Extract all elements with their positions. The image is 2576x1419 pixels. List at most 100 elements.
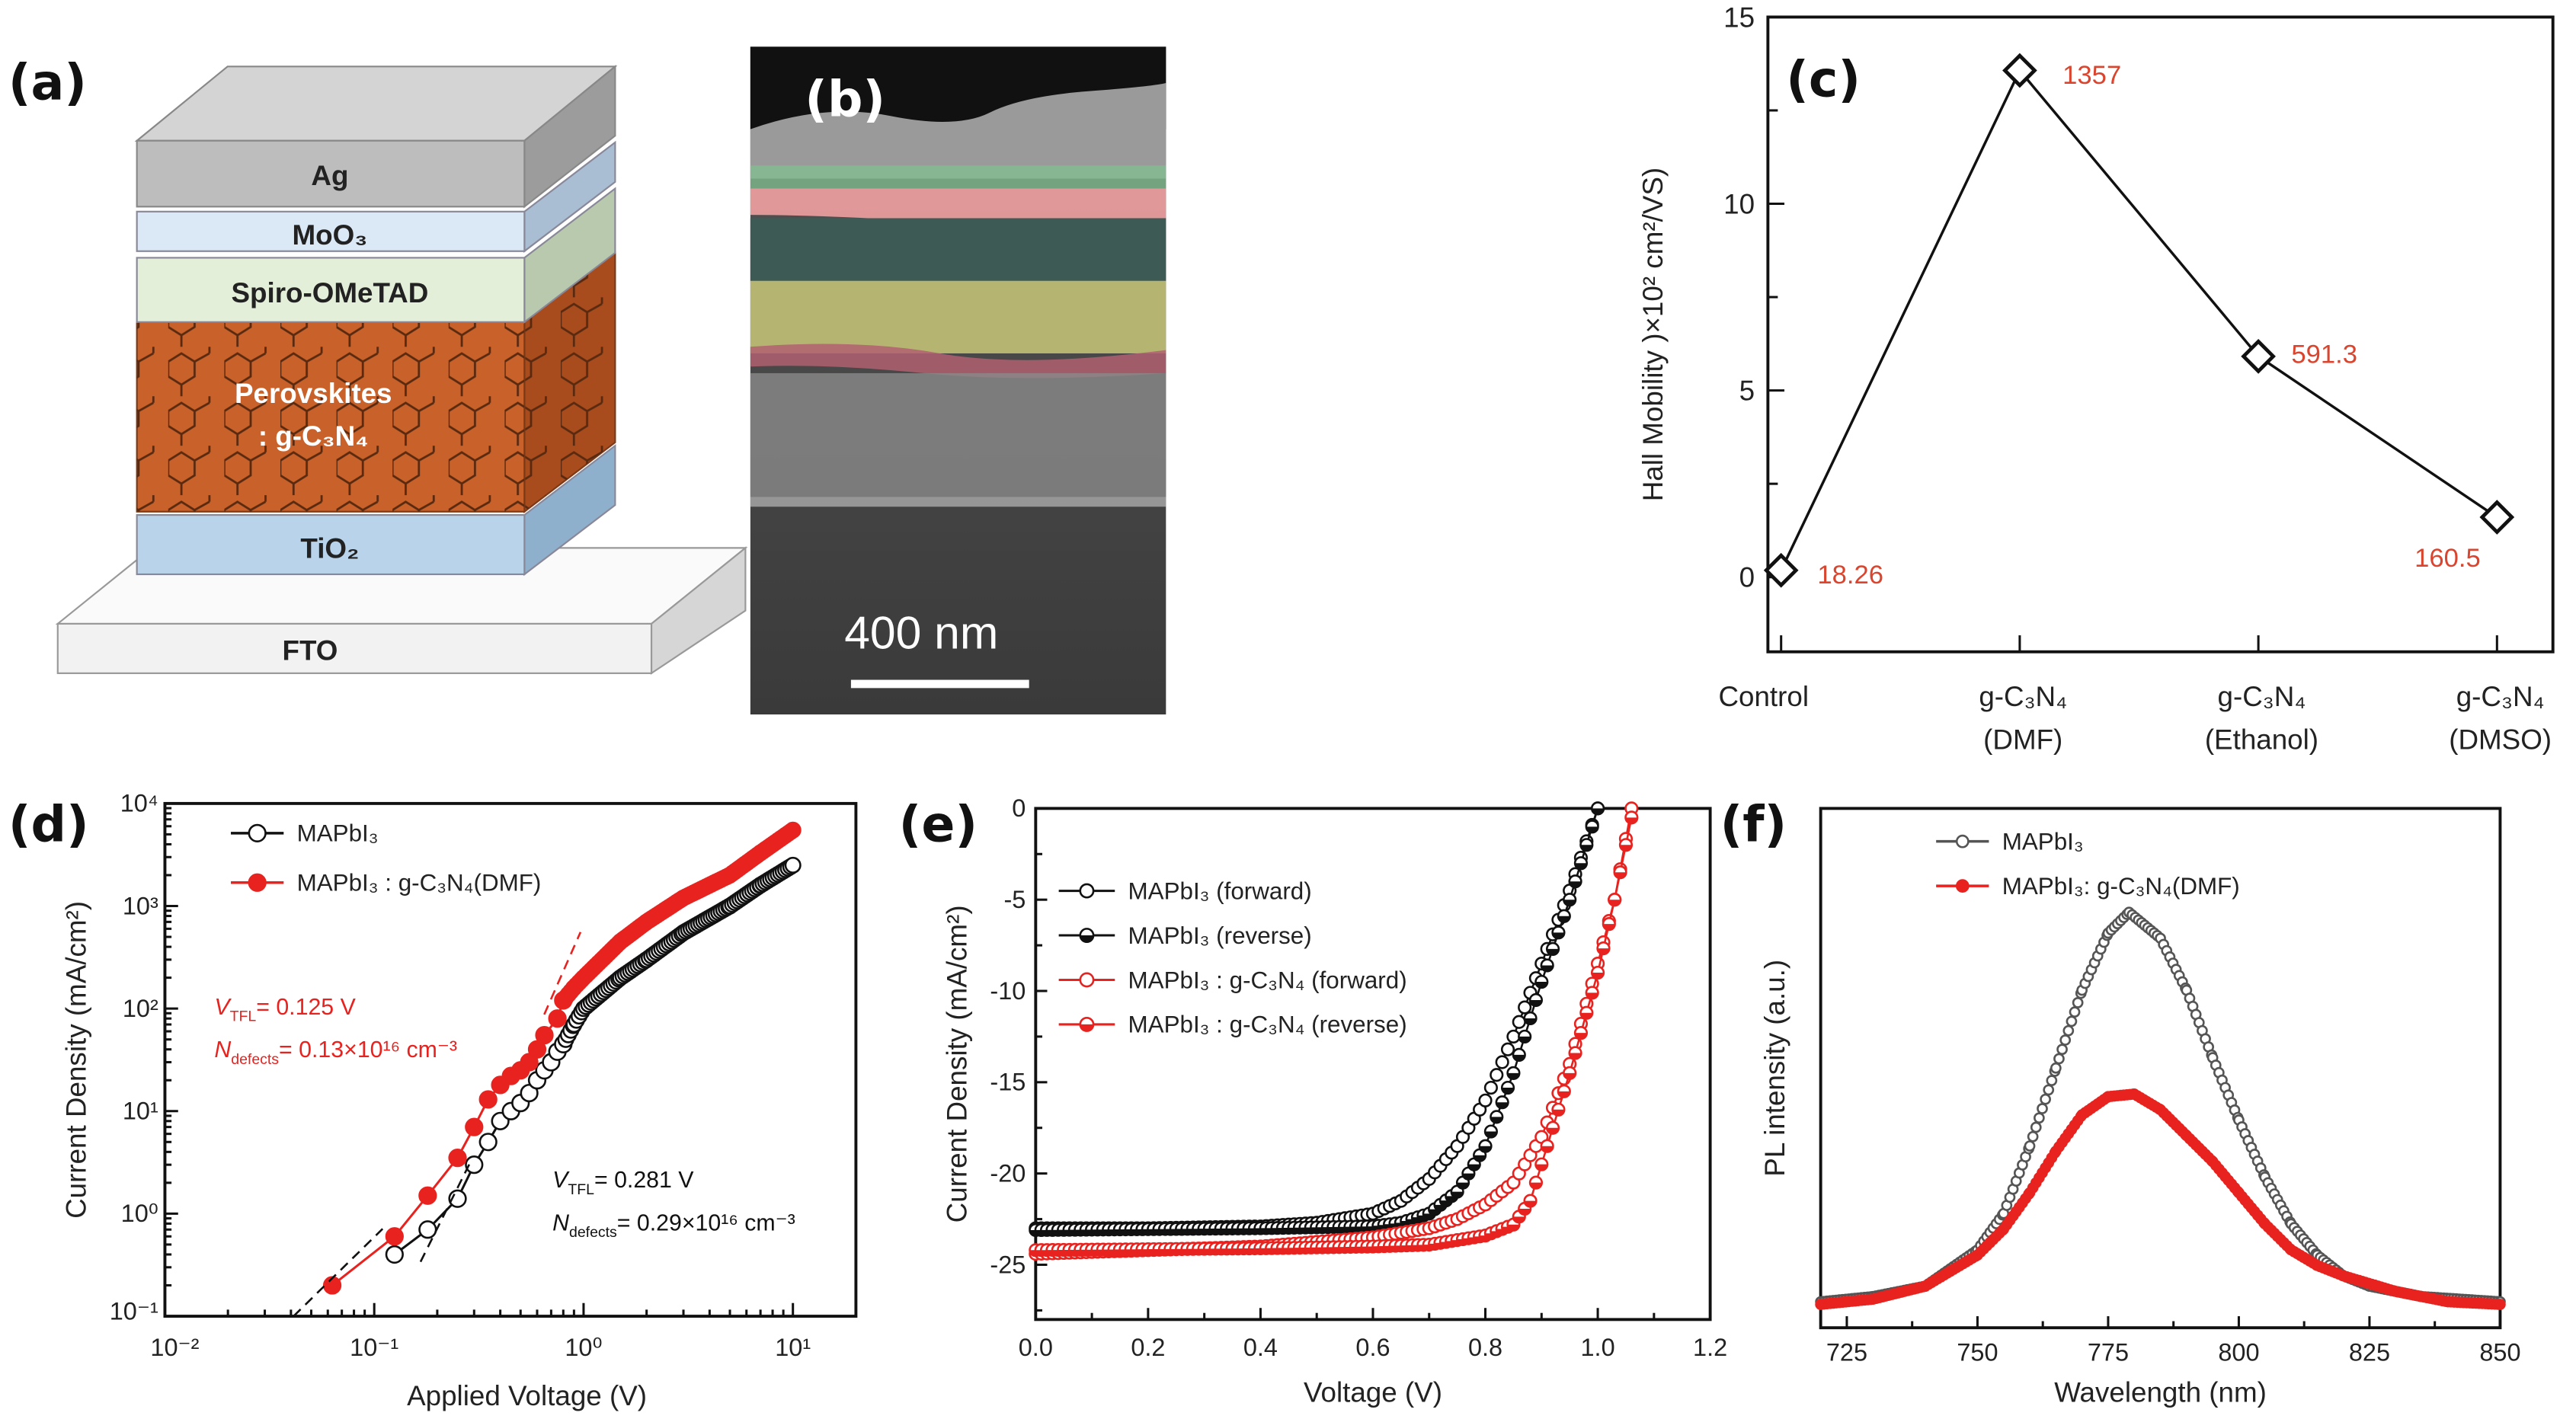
data-point bbox=[2062, 1024, 2075, 1037]
vtfl-subscript: TFL bbox=[230, 1008, 257, 1025]
data-point-fill bbox=[1080, 935, 1094, 942]
data-point-fill bbox=[1485, 1131, 1497, 1138]
scale-bar-label: 400 nm bbox=[844, 606, 998, 658]
x-tick-label: 0.6 bbox=[1355, 1334, 1390, 1361]
n-subscript: defects bbox=[569, 1224, 617, 1241]
data-point bbox=[248, 873, 267, 892]
vtfl-annotation: VTFL= 0.281 V bbox=[552, 1168, 694, 1198]
data-point-fill bbox=[1462, 1173, 1475, 1180]
data-label: 160.5 bbox=[2414, 544, 2481, 573]
data-point bbox=[448, 1149, 467, 1168]
x-tick-label: 750 bbox=[1957, 1338, 1998, 1366]
panel-a-device-schematic: (a) FTO TiO₂ Perovskites : g-C₃N₄ Spiro-… bbox=[8, 55, 748, 675]
data-point bbox=[1079, 883, 1095, 899]
data-point bbox=[2024, 1140, 2036, 1152]
data-point-fill bbox=[1541, 1146, 1554, 1152]
x-tick-label: 800 bbox=[2218, 1338, 2259, 1366]
data-point bbox=[2043, 1084, 2055, 1096]
data-point-fill bbox=[1558, 916, 1570, 922]
data-point-fill bbox=[1580, 845, 1593, 852]
data-point-fill bbox=[1507, 1224, 1520, 1231]
data-point-fill bbox=[1575, 863, 1587, 870]
layer-label-spiro: Spiro-OMeTAD bbox=[231, 277, 428, 308]
data-point-fill bbox=[1552, 1109, 1565, 1116]
data-point-fill bbox=[1625, 817, 1638, 824]
defect-density-annotation: Ndefects= 0.29×10¹⁶ cm⁻³ bbox=[552, 1210, 795, 1241]
x-tick-label: 825 bbox=[2349, 1338, 2390, 1366]
layer-label-moo3: MoO₃ bbox=[293, 219, 368, 251]
data-label: 591.3 bbox=[2291, 340, 2357, 369]
data-point bbox=[2479, 500, 2515, 535]
x-category-label: g-C₃N₄ bbox=[2218, 681, 2306, 712]
x-axis-label: Voltage (V) bbox=[1304, 1377, 1442, 1408]
data-point bbox=[1955, 879, 1970, 893]
data-label: 1357 bbox=[2062, 61, 2121, 90]
data-point bbox=[2072, 997, 2084, 1008]
data-point-fill bbox=[1457, 1182, 1469, 1189]
data-point-fill bbox=[1603, 924, 1615, 930]
panel-c-hall-mobility-chart: (c) 0 5 10 15 Hall Mobility )×10² cm²/VS) 18.… bbox=[1637, 2, 2555, 755]
x-tick-label: 0.2 bbox=[1131, 1334, 1165, 1361]
layer-moo3: MoO₃ bbox=[136, 140, 616, 253]
x-category-label: (Ethanol) bbox=[2205, 724, 2318, 755]
x-category-label: g-C₃N₄ bbox=[2456, 681, 2545, 712]
data-point-fill bbox=[1575, 1033, 1587, 1039]
layer-label-tio2: TiO₂ bbox=[300, 532, 359, 564]
data-point-fill bbox=[1535, 1164, 1548, 1171]
data-point bbox=[2241, 338, 2276, 374]
data-point bbox=[2050, 1062, 2062, 1074]
panel-label-f: (f) bbox=[1720, 797, 1787, 854]
data-point bbox=[385, 1227, 404, 1246]
plot-frame bbox=[163, 801, 858, 1318]
data-point bbox=[418, 1220, 437, 1239]
fit-line bbox=[293, 1228, 384, 1317]
layer-label-gc3n4: : g-C₃N₄ bbox=[258, 420, 369, 452]
panel-e-jv-curve-chart: (e) 0.0 0.2 0.4 0.6 0.8 1.0 1.2 0 -5 -10 -15 -20 -25… bbox=[899, 794, 1728, 1408]
data-point bbox=[1500, 1042, 1515, 1056]
vtfl-value: = 0.281 V bbox=[594, 1168, 694, 1193]
data-point bbox=[2059, 1034, 2072, 1046]
data-point bbox=[2494, 1299, 2506, 1310]
n-subscript: defects bbox=[231, 1051, 279, 1068]
y-tick-label: -25 bbox=[990, 1251, 1026, 1278]
x-tick-label: 725 bbox=[1826, 1338, 1867, 1366]
data-point-fill bbox=[1507, 1072, 1520, 1079]
data-point bbox=[1079, 972, 1095, 988]
panel-label-b: (b) bbox=[805, 71, 885, 128]
y-tick-label: 10¹ bbox=[123, 1098, 158, 1125]
series-line bbox=[1780, 68, 2498, 571]
plot-frame bbox=[1766, 15, 2555, 654]
y-axis-label: PL intensity (a.u.) bbox=[1759, 960, 1790, 1177]
legend-label: MAPbI₃ : g-C₃N₄ (reverse) bbox=[1128, 1012, 1407, 1038]
vtfl-annotation: VTFL= 0.125 V bbox=[214, 995, 356, 1025]
y-axis-label: Current Density (mA/cm²) bbox=[61, 901, 92, 1219]
data-point-fill bbox=[1524, 1018, 1537, 1024]
series-1 bbox=[1029, 801, 1605, 1238]
vtfl-value: = 0.125 V bbox=[256, 995, 356, 1020]
data-point bbox=[478, 1133, 498, 1152]
data-point bbox=[2046, 1075, 2058, 1087]
legend-label: MAPbI₃ bbox=[297, 820, 379, 847]
data-point bbox=[1763, 552, 1799, 588]
data-point-fill bbox=[1479, 1146, 1492, 1152]
data-point bbox=[1955, 834, 1970, 849]
data-point bbox=[784, 856, 802, 874]
data-point bbox=[2040, 1093, 2051, 1105]
data-point-fill bbox=[1552, 932, 1565, 939]
panel-label-d: (d) bbox=[8, 797, 89, 854]
data-point-fill bbox=[1524, 1200, 1537, 1207]
data-point bbox=[418, 1186, 437, 1205]
n-symbol: N bbox=[214, 1037, 231, 1063]
data-point-fill bbox=[1530, 999, 1542, 1006]
data-point-fill bbox=[1496, 1102, 1509, 1108]
y-tick-label: 0 bbox=[1739, 562, 1755, 593]
data-point-fill bbox=[1592, 973, 1604, 979]
data-point-fill bbox=[1530, 1182, 1542, 1189]
data-point-fill bbox=[1569, 881, 1582, 888]
data-point-fill bbox=[1547, 948, 1559, 955]
scale-bar bbox=[850, 679, 1029, 689]
data-point-fill bbox=[1592, 808, 1604, 815]
data-point bbox=[2002, 53, 2037, 88]
series-0 bbox=[385, 856, 802, 1264]
x-tick-label: 0.8 bbox=[1468, 1334, 1502, 1361]
